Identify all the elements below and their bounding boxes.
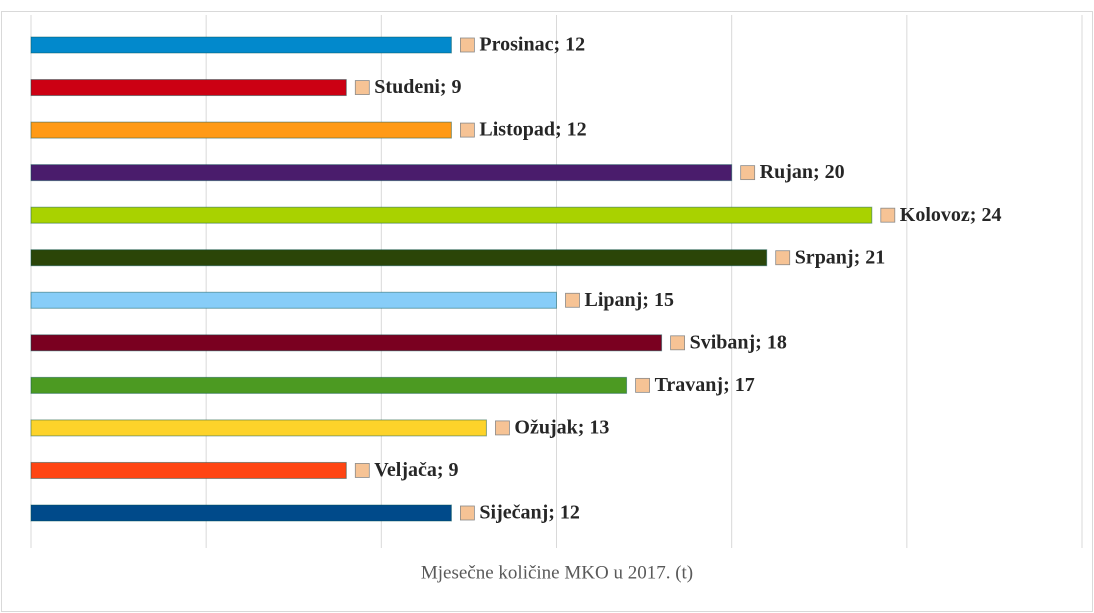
- bar: [30, 419, 487, 437]
- bar: [30, 334, 663, 352]
- label-marker: [670, 335, 685, 351]
- label-marker: [740, 165, 756, 181]
- chart-title: Mjesečne količine MKO u 2017. (t): [421, 562, 693, 583]
- bar: [30, 206, 873, 224]
- data-label: Listopad; 12: [479, 119, 586, 141]
- label-marker: [635, 377, 650, 393]
- label-marker: [354, 80, 370, 95]
- bar: [30, 461, 347, 479]
- bar: [30, 79, 347, 97]
- data-label: Siječanj; 12: [479, 502, 580, 524]
- label-marker: [880, 207, 896, 223]
- bar: [30, 121, 452, 139]
- label-marker: [354, 463, 370, 478]
- bar: [30, 36, 452, 54]
- data-label: Studeni; 9: [374, 76, 461, 98]
- data-label: Prosinac; 12: [479, 34, 585, 56]
- bar: [30, 164, 733, 182]
- bar: [30, 291, 557, 309]
- data-label: Kolovoz; 24: [900, 204, 1002, 226]
- label-marker: [459, 505, 475, 521]
- data-label: Travanj; 17: [655, 374, 755, 396]
- bar: [30, 504, 452, 522]
- data-label: Srpanj; 21: [795, 246, 886, 268]
- bar: [30, 376, 628, 394]
- data-label: Svibanj; 18: [690, 331, 787, 353]
- data-label: Lipanj; 15: [585, 289, 674, 311]
- label-marker: [459, 37, 475, 53]
- data-label: Veljača; 9: [374, 459, 458, 481]
- label-marker: [495, 420, 510, 436]
- label-marker: [775, 250, 791, 266]
- data-label: Rujan; 20: [760, 161, 845, 183]
- data-label: Ožujak; 13: [514, 417, 609, 439]
- label-marker: [565, 292, 580, 308]
- label-marker: [459, 122, 475, 138]
- bar: [30, 249, 768, 267]
